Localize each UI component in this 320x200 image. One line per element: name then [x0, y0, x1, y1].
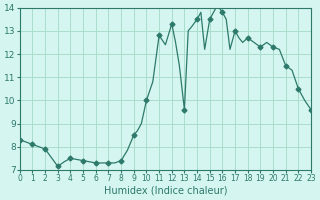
- X-axis label: Humidex (Indice chaleur): Humidex (Indice chaleur): [104, 186, 227, 196]
